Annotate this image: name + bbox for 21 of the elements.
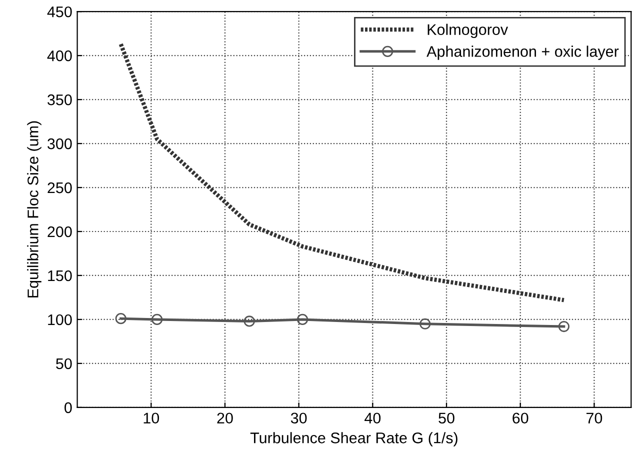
x-tick-label: 50 — [438, 412, 454, 424]
x-tick-label: 20 — [217, 412, 233, 424]
y-tick-label: 450 — [47, 6, 72, 18]
x-tick-label: 10 — [144, 412, 160, 424]
y-tick-label: 200 — [48, 226, 72, 238]
y-tick-label: 150 — [48, 270, 72, 282]
x-tick-label: 60 — [512, 412, 528, 424]
y-tick-label: 100 — [48, 314, 72, 326]
y-axis-title: Equilibrium Floc Size (um) — [27, 121, 42, 298]
x-axis-title: Turbulence Shear Rate G (1/s) — [250, 432, 458, 446]
y-tick-label: 300 — [48, 138, 72, 150]
y-tick-label: 250 — [48, 182, 72, 194]
x-tick-label: 40 — [364, 412, 381, 424]
y-tick-label: 400 — [47, 50, 72, 62]
legend-label: Aphanizomenon + oxic layer — [426, 46, 619, 60]
x-tick-label: 70 — [586, 412, 602, 424]
y-tick-label: 0 — [64, 402, 72, 414]
x-tick-label: 30 — [290, 412, 307, 424]
legend-label: Kolmogorov — [428, 24, 508, 38]
y-tick-label: 350 — [48, 94, 72, 106]
y-tick-label: 50 — [56, 358, 72, 370]
